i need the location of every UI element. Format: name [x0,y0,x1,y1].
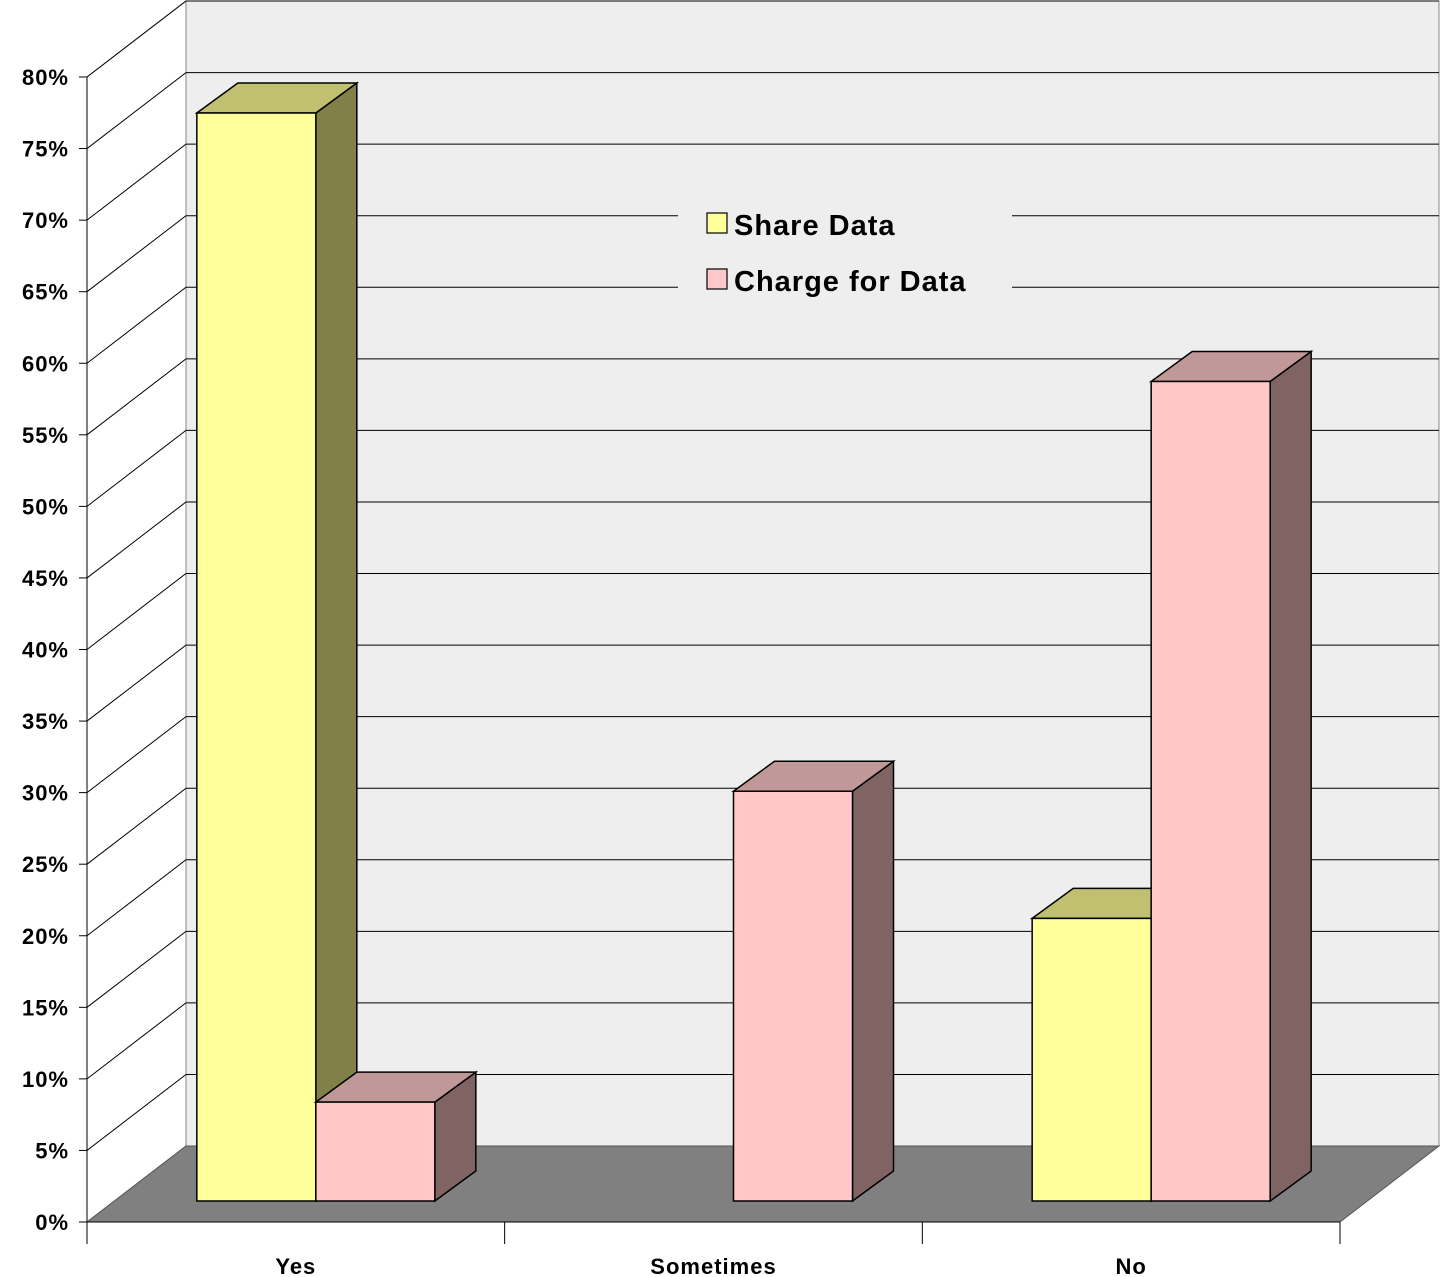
y-tick-label: 40% [22,638,69,663]
bar-front [196,112,317,1202]
gridline [86,143,1439,221]
gridline [86,358,1439,436]
y-tick-label: 35% [22,709,69,734]
y-tick-label: 20% [22,924,69,949]
x-tick-label: Yes [275,1254,316,1277]
y-tick-label: 50% [22,494,69,519]
legend: Share Data Charge for Data [678,196,1012,312]
legend-box [678,196,1012,312]
y-tick-label: 55% [22,423,69,448]
bar [731,759,896,1203]
legend-swatch [706,212,728,234]
gridline [86,930,1439,1008]
x-tick-label: Sometimes [650,1254,776,1277]
y-tick-label: 30% [22,781,69,806]
bar-front [732,790,854,1202]
legend-label: Charge for Data [734,266,967,298]
legend-swatch [706,268,728,290]
y-tick-label: 25% [22,852,69,877]
gridline [86,215,1439,293]
y-tick-label: 75% [22,137,69,162]
gridline [86,286,1439,364]
gridline [86,644,1439,722]
gridline [86,501,1439,579]
x-tick-label: No [1116,1254,1147,1277]
gridline [86,429,1439,507]
bar-front [315,1101,436,1202]
legend-label: Share Data [734,210,896,242]
y-tick-label: 70% [22,208,69,233]
gridline [86,0,1439,78]
gridline [86,1002,1439,1080]
chart-gridlines [86,0,1439,1151]
bar-side [851,759,895,1203]
y-tick-label: 45% [22,566,69,591]
bar-side [1269,349,1312,1203]
gridline [86,787,1439,865]
bar [194,81,360,1203]
y-axis-ticks: 0% 5% 10% 15% 20% 25% 30% 35% 40% 45% 50% 55% 60% 65%… [22,65,88,1235]
y-tick-label: 80% [22,65,69,90]
bar [313,1070,479,1203]
y-tick-label: 60% [22,351,69,376]
chart-bars [194,81,1314,1203]
y-tick-label: 65% [22,280,69,305]
gridline [86,72,1439,149]
bar-front [1031,917,1152,1202]
gridline [86,1073,1439,1151]
y-tick-label: 10% [22,1067,69,1092]
bar-side [315,81,358,1203]
y-tick-label: 0% [35,1210,69,1235]
gridline [86,859,1439,937]
y-tick-label: 15% [22,995,69,1020]
bar-front [1150,380,1271,1202]
gridline [86,573,1439,650]
bar [1148,349,1314,1203]
gridline [86,716,1439,794]
y-tick-label: 5% [35,1138,69,1163]
x-axis: Yes Sometimes No [86,1221,1341,1277]
